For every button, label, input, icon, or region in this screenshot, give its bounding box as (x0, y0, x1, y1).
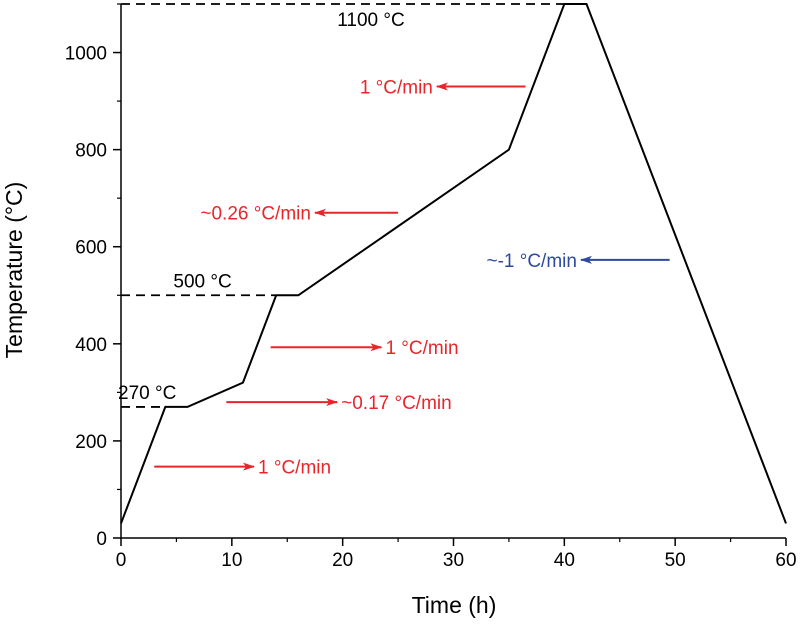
series-line (120, 3, 787, 524)
y-tick-label: 0 (96, 529, 107, 550)
rate-label: 1 °C/min (360, 78, 433, 99)
x-tick-label: 0 (116, 550, 127, 571)
rate-label: 1 °C/min (385, 338, 458, 359)
x-tick-label: 30 (443, 550, 464, 571)
x-tick-label: 20 (332, 550, 353, 571)
series-group (120, 3, 787, 524)
y-tick-label: 600 (75, 238, 107, 259)
x-tick-label: 40 (554, 550, 575, 571)
x-tick-label: 50 (665, 550, 686, 571)
y-tick-label: 1000 (65, 44, 107, 65)
reference-label: 500 °C (173, 271, 231, 292)
reference-label: 270 °C (118, 383, 176, 404)
y-tick-label: 200 (75, 432, 107, 453)
y-tick-label: 800 (75, 141, 107, 162)
rate-label: ~-1 °C/min (486, 251, 576, 272)
y-tick-label: 400 (75, 335, 107, 356)
rate-label: 1 °C/min (258, 458, 331, 479)
reference-label: 1100 °C (337, 10, 404, 31)
x-tick-label: 60 (775, 550, 796, 571)
x-axis-title: Time (h) (412, 592, 497, 618)
x-tick-label: 10 (221, 550, 242, 571)
rate-label: ~0.26 °C/min (200, 204, 311, 225)
reference-lines: 270 °C 500 °C 1100 °C (118, 3, 565, 408)
annotations: 1 °C/min ~0.17 °C/min 1 °C/min ~0.26 °C/min… (154, 78, 670, 479)
rate-label: ~0.17 °C/min (341, 393, 452, 414)
y-axis-title: Temperature (°C) (1, 182, 27, 359)
